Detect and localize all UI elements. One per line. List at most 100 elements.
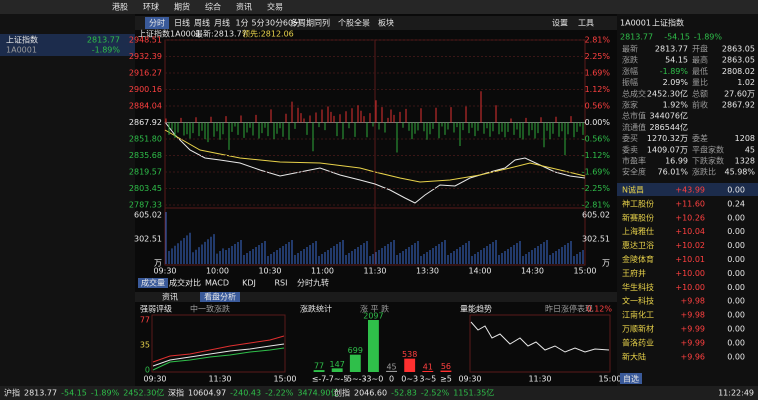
pct-tick: -0.56% bbox=[582, 135, 611, 144]
quote-value: 27.60万 bbox=[724, 89, 755, 98]
price-tick: 2803.45 bbox=[129, 184, 162, 193]
price-tick: 2835.68 bbox=[129, 151, 162, 160]
chart-latest: 最新:2813.77 bbox=[195, 29, 247, 39]
price-tick: 2787.33 bbox=[129, 201, 162, 210]
price-tick: 2900.16 bbox=[129, 85, 162, 94]
panel-value: 0.12% bbox=[587, 305, 613, 314]
stock-name: 王府井 bbox=[622, 268, 646, 278]
stat-bar bbox=[331, 368, 343, 372]
panel-legend: 昨日涨停表现 bbox=[545, 304, 593, 314]
quote-value: 45.98% bbox=[724, 168, 755, 177]
strength-tick: 0 bbox=[145, 366, 150, 375]
stock-name: 神工股份 bbox=[622, 198, 654, 208]
quote-value: 1328 bbox=[735, 157, 755, 166]
pct-tick: -2.81% bbox=[582, 201, 611, 210]
stock-name: 金陵体育 bbox=[622, 254, 654, 264]
quote-value: 1208 bbox=[735, 134, 755, 143]
status-item: 创指 bbox=[334, 388, 350, 398]
time-tick: 11:30 bbox=[363, 267, 386, 276]
quote-value: 1.02 bbox=[737, 78, 755, 87]
quote-label: 下跌家数 bbox=[692, 156, 724, 166]
stat-bar bbox=[349, 354, 361, 372]
panel-title: 量能趋势 bbox=[460, 304, 492, 314]
indicator-tab: 成交对比 bbox=[169, 278, 201, 288]
stock-name: 新大陆 bbox=[622, 351, 646, 361]
stat-bin: -3~0 bbox=[364, 375, 384, 384]
stock-speed: 0.00 bbox=[727, 338, 745, 347]
quote-value: 2808.02 bbox=[722, 67, 755, 76]
bottom-tab: 看盘分析 bbox=[204, 292, 236, 302]
stat-bar bbox=[404, 358, 416, 372]
stock-name: 江南化工 bbox=[622, 310, 654, 320]
quote-label: 总市值 bbox=[622, 111, 646, 121]
panel-legend: 涨 平 跌 bbox=[360, 304, 389, 314]
stock-speed: 0.00 bbox=[727, 325, 745, 334]
bottom-tab: 资讯 bbox=[162, 292, 178, 302]
panel-frame bbox=[151, 314, 286, 373]
quote-label: 安全度 bbox=[622, 167, 646, 177]
time-tick: 10:00 bbox=[206, 267, 229, 276]
stock-speed: 0.00 bbox=[727, 297, 745, 306]
quote-label: 涨家 bbox=[622, 100, 638, 110]
quote-label: 总成交 bbox=[622, 88, 646, 98]
quote-label: 委卖 bbox=[622, 144, 638, 154]
quote-value: 1.92% bbox=[663, 101, 689, 110]
stat-bin: -5~-3 bbox=[344, 375, 367, 384]
toolbar-button: 多周期同列 bbox=[290, 18, 330, 28]
stock-speed: 0.00 bbox=[727, 269, 745, 278]
stat-bin: 3~5 bbox=[419, 375, 436, 384]
volume-tick: 万 bbox=[602, 259, 610, 268]
index-name: 上证指数 bbox=[6, 35, 38, 45]
index-pct: -1.89% bbox=[92, 46, 121, 55]
time-tick: 15:00 bbox=[573, 267, 596, 276]
strength-line bbox=[152, 347, 285, 371]
quote-label: 最高 bbox=[692, 55, 708, 65]
quote-value: 2.09% bbox=[663, 78, 689, 87]
pct-tick: 2.81% bbox=[585, 36, 611, 45]
stat-value: 77 bbox=[314, 362, 324, 371]
toolbar-button: 周线 bbox=[194, 18, 210, 28]
stock-name: 新赛股份 bbox=[622, 212, 654, 222]
stock-change: +9.98 bbox=[680, 297, 705, 306]
quote-label: 最新 bbox=[622, 44, 638, 54]
price-tick: 2851.80 bbox=[129, 135, 162, 144]
quote-value: 1270.32万 bbox=[647, 134, 688, 143]
toolbar-button: 1分 bbox=[235, 19, 248, 28]
stock-change: +10.00 bbox=[675, 269, 705, 278]
time-tick: 09:30 bbox=[153, 267, 176, 276]
strength-line bbox=[152, 343, 285, 367]
indicator-tab: RSI bbox=[275, 279, 288, 288]
pct-tick: -2.25% bbox=[582, 184, 611, 193]
volume-tick: 302.51 bbox=[134, 235, 162, 244]
stock-speed: 0.00 bbox=[727, 283, 745, 292]
price-line bbox=[164, 121, 586, 204]
quote-label: 平盘家数 bbox=[692, 144, 724, 154]
trend-x-tick: 09:30 bbox=[458, 375, 481, 384]
quote-label: 涨跌比 bbox=[692, 167, 716, 177]
chart-lead: 领先:2812.06 bbox=[242, 29, 294, 39]
trend-x-tick: 11:30 bbox=[528, 375, 551, 384]
price-tick: 2867.92 bbox=[129, 118, 162, 127]
tab-active bbox=[138, 278, 168, 288]
stock-name: 万顺新材 bbox=[622, 324, 654, 334]
stock-name: 普洛药业 bbox=[622, 337, 654, 347]
chart-code: 1A0001 bbox=[170, 30, 201, 39]
stock-change: +9.96 bbox=[680, 352, 705, 361]
stock-speed: 0.00 bbox=[727, 227, 745, 236]
menu-item: 环球 bbox=[143, 2, 159, 12]
stock-name: 文一科技 bbox=[622, 296, 654, 306]
status-item: 1151.35亿 bbox=[453, 388, 494, 398]
stock-name: 惠达卫浴 bbox=[622, 240, 654, 250]
quote-label: 市盈率 bbox=[622, 156, 646, 166]
indicator-tab: KDJ bbox=[242, 279, 256, 288]
quote-label: 最低 bbox=[692, 66, 708, 76]
indicator-tab: MACD bbox=[205, 279, 229, 288]
toolbar-button: 30分 bbox=[265, 19, 283, 28]
stock-speed: 0.00 bbox=[727, 186, 745, 195]
quote-value: 2813.77 bbox=[655, 45, 688, 54]
quote-label: 流通值 bbox=[622, 122, 646, 132]
strength-x-tick: 15:00 bbox=[273, 375, 296, 384]
chart-toolbar bbox=[135, 16, 617, 30]
pct-tick: 2.25% bbox=[585, 52, 611, 61]
